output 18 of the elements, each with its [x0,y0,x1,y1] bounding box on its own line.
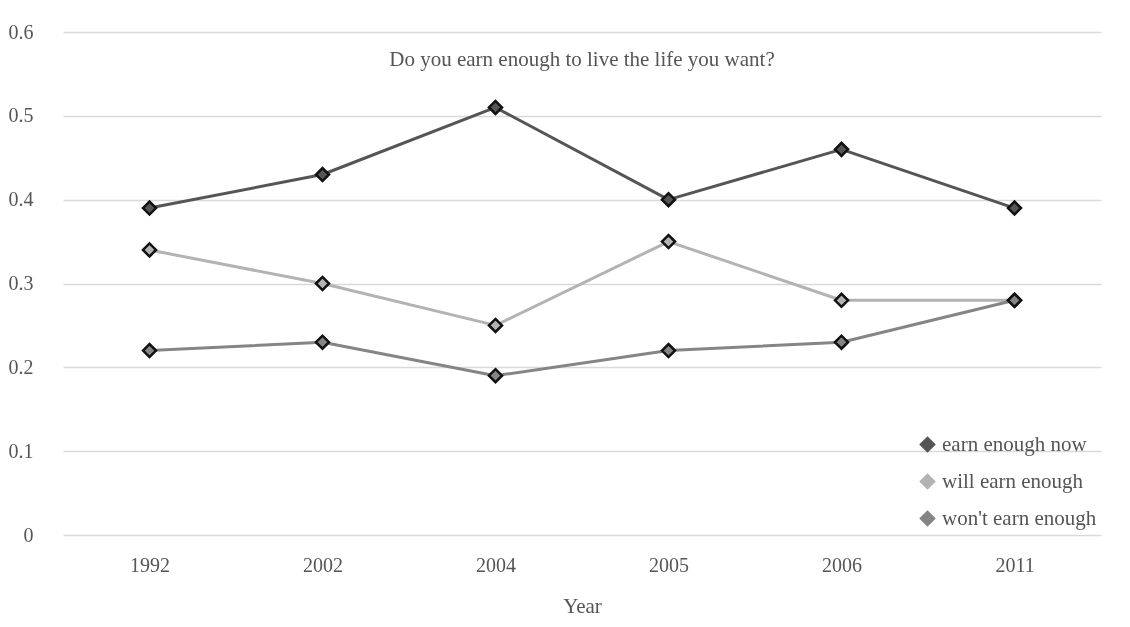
x-tick-label: 2002 [303,553,343,576]
x-tick-label: 2006 [822,553,862,576]
y-tick-label: 0.3 [8,272,34,294]
x-tick-label: 2004 [476,553,516,576]
x-tick-label: 2011 [995,553,1035,576]
legend-label: will earn enough [942,468,1084,493]
y-tick-label: 0.2 [8,355,34,378]
text: Do you earn enough to live the life you want? [389,47,775,71]
y-tick-label: 0.1 [8,439,34,462]
y-tick-label: 0.5 [8,104,34,127]
x-tick-label: 2005 [649,553,689,576]
x-tick-label: 1992 [130,553,170,576]
legend-label: won't earn enough [942,505,1097,530]
legend-label: earn enough now [942,431,1088,456]
x-axis-title: Year [563,593,602,618]
y-tick-label: 0.6 [8,20,34,43]
y-tick-label: 0 [23,523,34,546]
y-tick-label: 0.4 [8,188,34,211]
